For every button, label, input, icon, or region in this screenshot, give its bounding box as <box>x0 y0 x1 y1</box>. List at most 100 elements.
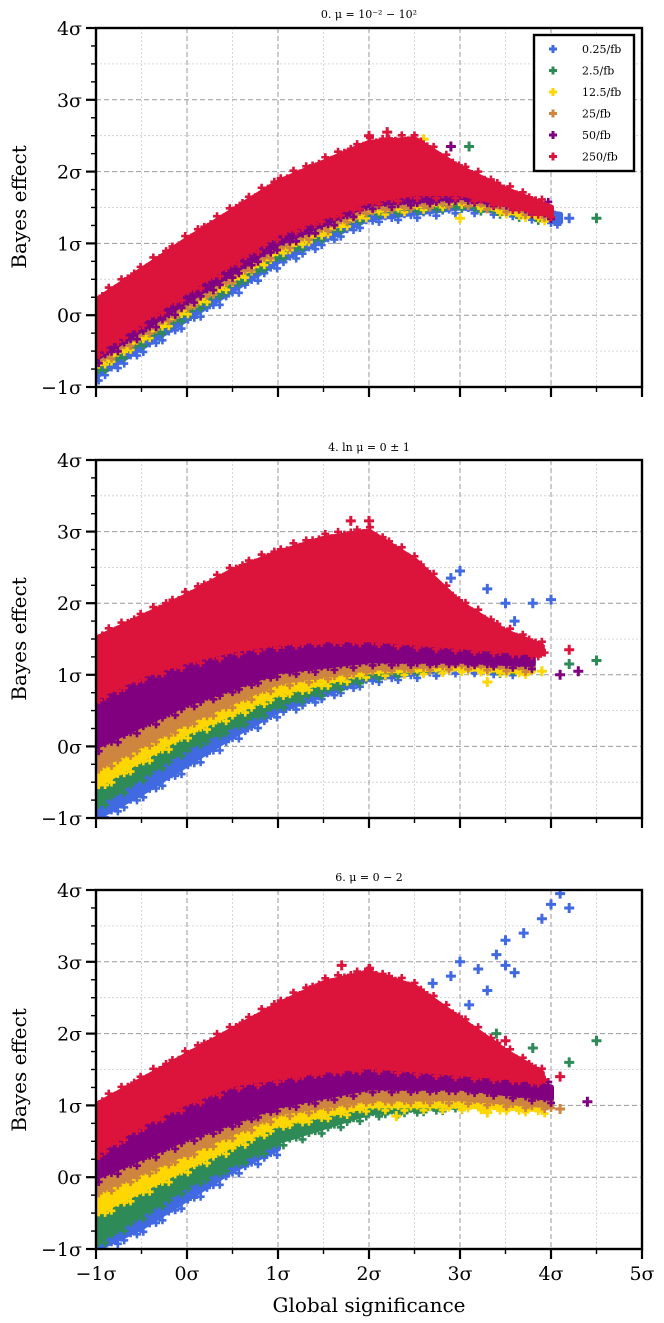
x-tick-label: 1σ <box>265 1263 290 1285</box>
outlier-point <box>591 655 602 666</box>
y-tick-label: 2σ <box>57 593 82 615</box>
outlier-point <box>427 978 438 989</box>
panel-2-title: 6. μ = 0 − 2 <box>335 871 403 884</box>
y-tick-label: −1σ <box>41 1239 82 1261</box>
outlier-point <box>527 1042 538 1053</box>
outlier-point <box>482 1107 493 1118</box>
y-tick-label: 2σ <box>57 162 82 184</box>
outlier-point <box>500 598 511 609</box>
y-tick-label: 4σ <box>57 450 82 472</box>
outlier-point <box>564 659 575 670</box>
panel-2-ylabel: Bayes effect <box>7 1008 31 1132</box>
y-tick-label: −1σ <box>41 808 82 830</box>
x-tick-label: 2σ <box>356 1263 381 1285</box>
band-edge-markers <box>96 963 549 1161</box>
legend-label: 25/fb <box>582 108 611 121</box>
x-tick-label: 0σ <box>174 1263 199 1285</box>
outlier-point <box>564 213 575 224</box>
y-tick-label: 2σ <box>57 1024 82 1046</box>
x-tick-label: −1σ <box>76 1263 117 1285</box>
legend-label: 12.5/fb <box>582 86 621 99</box>
outlier-point <box>536 666 547 677</box>
outlier-point <box>555 669 566 680</box>
x-tick-label: 4σ <box>538 1263 563 1285</box>
outlier-point <box>591 1035 602 1046</box>
outlier-point <box>455 565 465 576</box>
outlier-point <box>564 902 575 913</box>
outlier-point <box>546 594 556 605</box>
panel-0-title: 0. μ = 10⁻² − 10² <box>321 8 417 21</box>
outlier-point <box>509 967 520 978</box>
y-tick-label: 1σ <box>57 233 82 255</box>
outlier-point <box>591 213 602 224</box>
legend-label: 2.5/fb <box>582 65 614 78</box>
legend-marker <box>549 88 557 96</box>
outlier-point <box>445 971 456 982</box>
band-edge-markers <box>96 523 549 705</box>
outlier-point <box>455 213 465 224</box>
panel-1-ylabel: Bayes effect <box>7 577 31 701</box>
outlier-point <box>364 130 374 141</box>
y-tick-label: −1σ <box>41 377 82 399</box>
outlier-point <box>464 141 475 152</box>
outlier-point <box>464 999 475 1010</box>
outlier-point <box>445 141 456 152</box>
panel-2: 6. μ = 0 − 2 Bayes effect −1σ 0σ 1σ 2σ 3σ 4σ −… <box>7 871 655 1317</box>
legend-marker <box>549 45 557 53</box>
outlier-point <box>491 949 502 960</box>
y-tick-label: 0σ <box>57 305 82 327</box>
legend-marker <box>549 109 557 118</box>
outlier-point <box>364 963 374 974</box>
outlier-point <box>455 956 465 967</box>
panel-0: 0. μ = 10⁻² − 10² Bayes effect −1σ 0σ 1σ 2σ… <box>7 8 644 399</box>
band-edge-markers <box>96 131 555 360</box>
x-tick-label: 5σ <box>629 1263 654 1285</box>
outlier-point <box>473 963 484 974</box>
y-tick-label: 1σ <box>57 1095 82 1117</box>
outlier-point <box>564 1057 575 1068</box>
y-tick-label: 3σ <box>57 90 82 112</box>
outlier-point <box>364 515 374 526</box>
y-tick-label: 0σ <box>57 1167 82 1189</box>
y-tick-label: 1σ <box>57 665 82 687</box>
y-tick-label: 4σ <box>57 880 82 902</box>
outlier-point <box>555 1071 566 1082</box>
outlier-point <box>336 960 347 971</box>
x-tick-label: 3σ <box>447 1263 472 1285</box>
outlier-point <box>391 1111 402 1122</box>
outlier-point <box>500 960 511 971</box>
outlier-point <box>500 1035 511 1046</box>
y-tick-label: 3σ <box>57 522 82 544</box>
legend-frame <box>532 33 636 173</box>
outlier-point <box>345 515 356 526</box>
outlier-point <box>491 1028 502 1039</box>
outlier-point <box>555 1103 566 1114</box>
outlier-point <box>509 616 520 627</box>
panel-0-plot: −1σ 0σ 1σ 2σ 3σ 4σ <box>41 18 644 399</box>
outlier-point <box>582 1096 593 1107</box>
series-250-per-fb <box>96 127 555 360</box>
outlier-point <box>382 127 393 138</box>
legend-label: 50/fb <box>582 129 611 142</box>
legend-marker <box>549 152 557 161</box>
outlier-point <box>546 899 556 910</box>
outlier-point <box>518 634 529 644</box>
y-tick-label: 4σ <box>57 18 82 40</box>
y-tick-label: 3σ <box>57 952 82 974</box>
series-250-per-fb <box>96 960 566 1161</box>
outlier-point <box>536 913 547 924</box>
outlier-point <box>564 644 575 655</box>
panel-1: 4. ln μ = 0 ± 1 Bayes effect −1σ 0σ 1σ 2σ 3σ… <box>7 441 644 830</box>
outlier-point <box>500 935 511 946</box>
outlier-point <box>482 583 493 594</box>
legend-label: 250/fb <box>582 151 618 164</box>
outlier-point <box>573 666 584 677</box>
outlier-point <box>518 928 529 939</box>
panel-1-title: 4. ln μ = 0 ± 1 <box>328 441 410 454</box>
outlier-point <box>445 573 456 584</box>
x-axis-title: Global significance <box>272 1293 465 1317</box>
y-tick-label: 0σ <box>57 736 82 758</box>
legend: 0.25/fb 2.5/fb 12.5/fb 25/fb 50/fb 250/fb <box>532 33 636 173</box>
legend-marker <box>549 66 557 75</box>
